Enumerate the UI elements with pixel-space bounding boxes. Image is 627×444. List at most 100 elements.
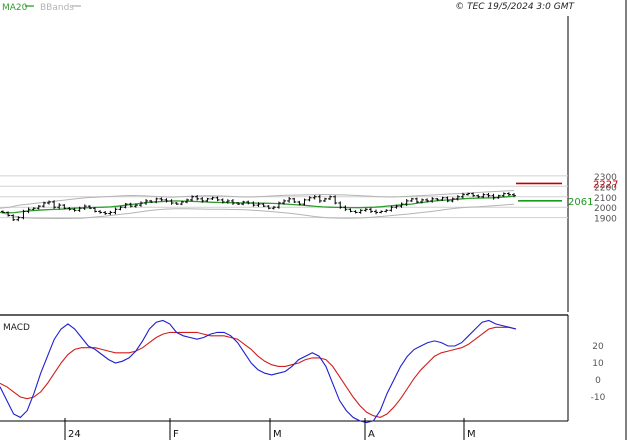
legend-ma20: MA20 — [2, 3, 28, 13]
price-bar — [57, 203, 62, 210]
price-bar — [179, 200, 184, 206]
price-bar — [481, 193, 486, 199]
timestamp: © TEC 19/5/2024 3:0 GMT — [455, 2, 575, 12]
macd-y-tick-label: -10 — [591, 393, 606, 403]
price-bar — [220, 198, 225, 204]
price-bar — [420, 198, 425, 204]
price-bar — [384, 209, 389, 213]
price-bar — [138, 201, 143, 207]
price-bar — [92, 207, 97, 213]
price-bar — [425, 198, 430, 203]
price-bar — [236, 202, 241, 206]
price-bar — [271, 205, 276, 210]
price-bar — [11, 214, 16, 221]
price-bar — [440, 196, 445, 201]
price-y-tick-label: 2200 — [594, 183, 617, 193]
price-bar — [445, 196, 450, 203]
price-bar — [113, 207, 118, 215]
price-bar — [496, 194, 501, 199]
price-bar — [46, 200, 51, 205]
price-bar — [287, 197, 292, 203]
price-bar — [82, 204, 87, 211]
price-bar — [144, 199, 149, 205]
x-tick-label: M — [273, 429, 282, 440]
x-tick-label: 24 — [68, 429, 81, 440]
price-bar — [276, 201, 281, 209]
price-bar — [409, 197, 414, 202]
price-bar — [72, 207, 77, 212]
macd-line — [0, 319, 517, 424]
price-bar — [512, 193, 516, 198]
price-bar — [302, 198, 307, 206]
price-bar — [77, 206, 82, 212]
price-bar — [348, 208, 353, 213]
price-bar — [241, 200, 246, 206]
x-tick-label: M — [467, 429, 476, 440]
price-bar — [404, 199, 409, 206]
price-bar — [353, 210, 358, 214]
price-bar — [190, 195, 195, 202]
macd-y-tick-label: 20 — [592, 342, 604, 352]
support-label: 2061 — [568, 197, 593, 208]
price-bar — [169, 199, 174, 205]
price-bar — [374, 209, 379, 215]
price-bar — [6, 211, 11, 217]
price-bar — [363, 207, 368, 212]
price-bar — [174, 202, 179, 205]
price-bar — [399, 202, 404, 208]
macd-title: MACD — [3, 323, 30, 333]
price-bar — [1, 210, 5, 214]
price-bar — [108, 210, 113, 216]
price-bar — [486, 192, 491, 198]
price-y-tick-label: 2300 — [594, 173, 617, 183]
price-bar — [491, 193, 496, 200]
price-bar — [476, 194, 481, 199]
price-y-tick-label: 1900 — [594, 215, 617, 225]
x-tick-label: A — [368, 429, 375, 440]
legend-bbands: BBands — [40, 3, 74, 13]
price-bar — [159, 197, 164, 202]
price-bar — [128, 202, 133, 208]
price-bar — [328, 195, 333, 201]
price-bar — [67, 207, 72, 211]
price-bar — [368, 207, 373, 214]
price-y-tick-label: 2100 — [594, 194, 617, 204]
price-bar — [450, 197, 455, 203]
price-bar — [205, 197, 210, 202]
price-bar — [123, 202, 128, 209]
price-bar — [282, 199, 287, 205]
bb-upper-line — [0, 190, 515, 209]
price-bar — [26, 207, 31, 214]
price-bar — [466, 192, 471, 196]
price-bar — [471, 192, 476, 197]
price-bar — [87, 205, 92, 210]
price-bar — [36, 205, 41, 210]
price-bar — [297, 200, 302, 206]
signal-line — [0, 326, 517, 418]
price-bar — [358, 209, 363, 214]
price-bar — [256, 202, 261, 207]
price-bar — [501, 192, 506, 197]
price-bar — [98, 210, 103, 214]
price-bar — [184, 198, 189, 204]
price-bar — [338, 201, 343, 209]
price-bar — [455, 195, 460, 201]
price-bar — [149, 199, 154, 203]
price-bar — [394, 204, 399, 209]
macd-y-tick-label: 10 — [592, 359, 604, 369]
price-bar — [292, 197, 297, 203]
price-bar — [195, 195, 200, 201]
price-bar — [435, 197, 440, 201]
price-bar — [133, 203, 138, 208]
price-bar — [506, 192, 511, 197]
price-bar — [343, 205, 348, 212]
price-bar — [460, 192, 465, 199]
price-bar — [41, 201, 46, 208]
bb-lower-line — [0, 203, 515, 220]
price-bar — [164, 198, 169, 203]
price-bar — [52, 200, 57, 209]
price-bar — [200, 197, 205, 203]
price-bar — [21, 209, 26, 220]
